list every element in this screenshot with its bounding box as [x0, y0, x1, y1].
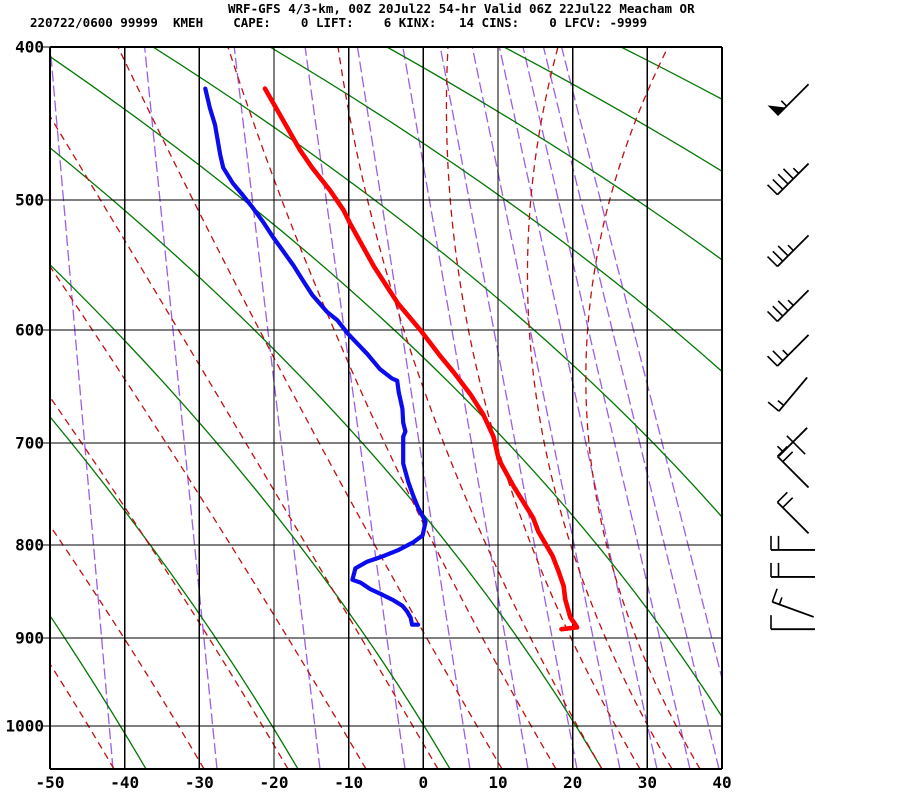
- dry-adiabat-line: [50, 263, 451, 769]
- wind-barb: [770, 615, 815, 631]
- y-axis-tick-label: 500: [15, 191, 44, 210]
- moist-adiabat-line: [0, 47, 20, 769]
- y-axis-tick-label: 800: [15, 536, 44, 555]
- dry-adiabat-line: [50, 415, 299, 769]
- wind-barb: [766, 289, 810, 323]
- x-axis-tick-label: 20: [563, 773, 582, 792]
- y-axis-tick-label: 900: [15, 629, 44, 648]
- dry-adiabat-line: [152, 47, 722, 519]
- x-axis-tick-label: -10: [334, 773, 363, 792]
- x-axis-tick-label: -50: [36, 773, 65, 792]
- dry-adiabat-lines: [50, 47, 722, 769]
- dry-adiabat-line: [50, 147, 603, 769]
- x-axis-tick-label: -20: [260, 773, 289, 792]
- moist-adiabat-line: [50, 524, 205, 769]
- x-axis-tick-label: 40: [712, 773, 731, 792]
- x-axis-tick-label: 30: [638, 773, 657, 792]
- mixing-ratio-line: [471, 47, 621, 769]
- dewpoint-curve: [203, 86, 428, 627]
- mixing-ratio-line: [356, 47, 471, 769]
- dry-adiabat-line: [503, 47, 722, 173]
- wind-barb: [776, 445, 810, 489]
- dry-adiabat-line: [386, 47, 722, 261]
- mixing-ratio-line: [542, 47, 720, 769]
- x-axis-tick-label: -40: [110, 773, 139, 792]
- dry-adiabat-line: [50, 55, 722, 718]
- mixing-ratio-line: [439, 47, 578, 769]
- mixing-ratio-line: [0, 47, 10, 769]
- moist-adiabat-line: [585, 47, 701, 769]
- moist-adiabat-line: [50, 115, 439, 769]
- dry-adiabat-line: [50, 614, 147, 769]
- y-axis-tick-label: 600: [15, 321, 44, 340]
- temperature-curve: [262, 86, 580, 632]
- chart-title: WRF-GFS 4/3-km, 00Z 20Jul22 54-hr Valid …: [228, 1, 695, 16]
- moist-adiabat-line: [50, 662, 115, 769]
- moist-adiabat-line: [227, 47, 557, 769]
- wind-barb: [771, 588, 814, 618]
- x-axis-tick-label: 10: [488, 773, 507, 792]
- mixing-ratio-line: [50, 47, 114, 769]
- x-axis-tick-label: -30: [185, 773, 214, 792]
- y-axis-tick-label: 1000: [5, 717, 44, 736]
- mixing-ratio-lines: [0, 47, 722, 769]
- mixing-ratio-line: [304, 47, 406, 769]
- mixing-ratio-line: [560, 47, 722, 682]
- wind-barb: [766, 334, 810, 367]
- moist-adiabat-lines: [0, 47, 701, 769]
- moist-adiabat-line: [50, 265, 367, 769]
- y-axis-tick-label: 700: [15, 434, 44, 453]
- wind-barb: [766, 234, 810, 268]
- mixing-ratio-line: [498, 47, 658, 769]
- dry-adiabat-line: [269, 47, 722, 373]
- x-axis-tick-label: 0: [419, 773, 429, 792]
- axis-labels: 400 500 600 700 800 900 1000 -50 -40 -30 -20 -10 0 10…: [5, 38, 731, 793]
- wind-barb: [767, 83, 810, 116]
- moist-adiabat-line: [445, 47, 641, 769]
- mixing-ratio-line: [233, 47, 321, 769]
- mixing-ratio-line: [144, 47, 218, 769]
- moist-adiabat-line: [50, 396, 289, 769]
- dry-adiabat-line: [620, 47, 722, 101]
- wind-barb: [770, 535, 815, 551]
- moist-adiabat-line: [526, 47, 673, 769]
- y-axis-tick-label: 400: [15, 38, 44, 57]
- wind-barb: [776, 491, 810, 534]
- wind-barb: [770, 562, 815, 578]
- grid-lines: [41, 46, 723, 770]
- wind-barb: [767, 376, 808, 412]
- wind-barb-column: [766, 83, 815, 631]
- moist-adiabat-line: [117, 47, 503, 769]
- background-lines: [0, 47, 722, 769]
- moist-adiabat-line: [337, 47, 603, 769]
- mixing-ratio-line: [522, 47, 691, 769]
- station-indices-line: 220722/0600 99999 KMEH CAPE: 0 LIFT: 6 K…: [30, 15, 648, 30]
- wind-barb: [766, 162, 810, 196]
